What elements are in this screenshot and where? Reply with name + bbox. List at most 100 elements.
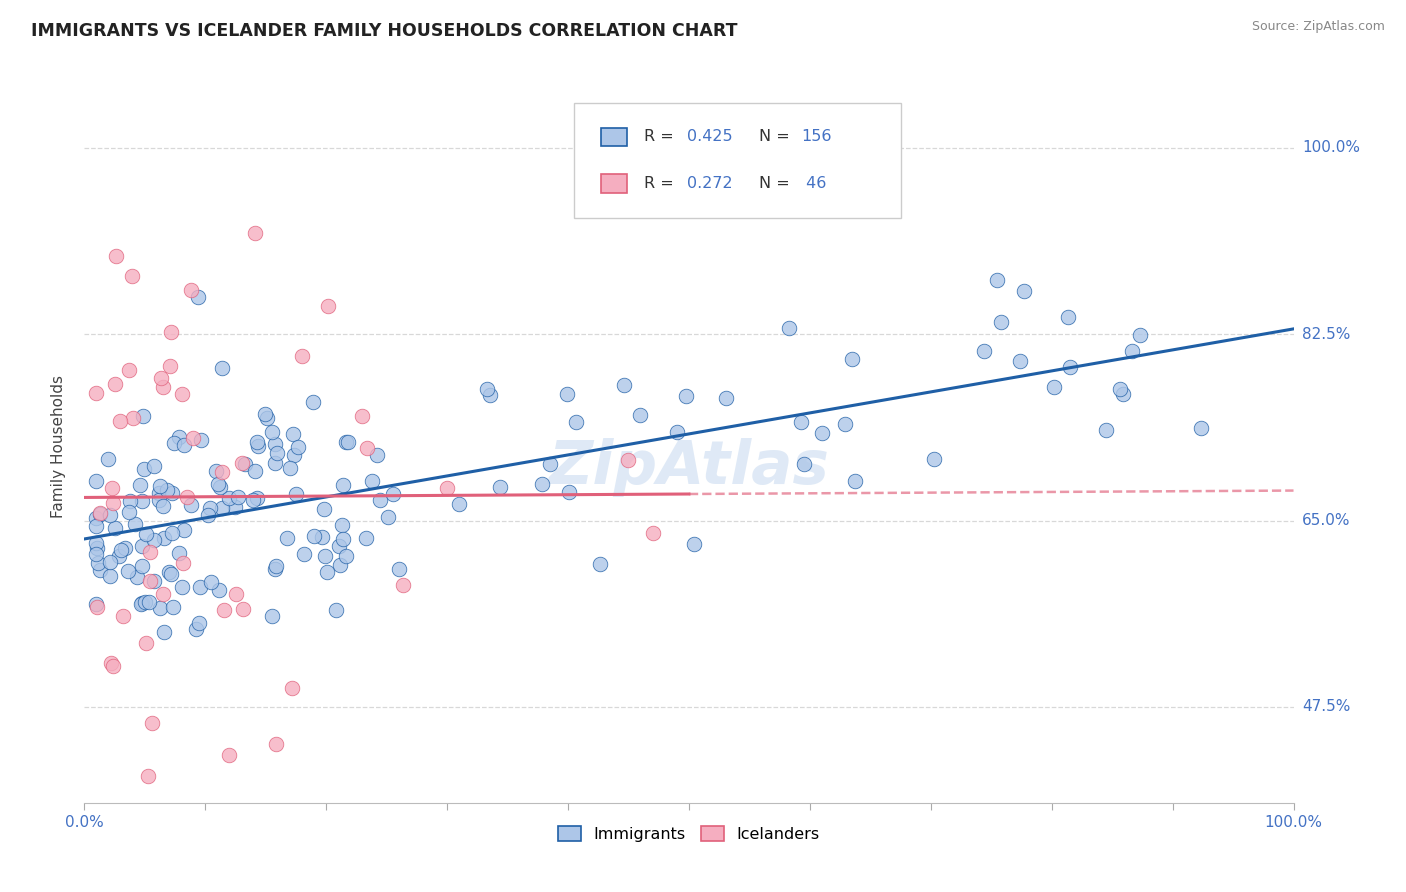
Point <box>118 505 141 519</box>
Point <box>793 457 815 471</box>
Point <box>86 599 108 614</box>
Point <box>135 636 157 650</box>
Point <box>302 395 325 409</box>
Point <box>489 480 512 494</box>
Point <box>922 451 945 466</box>
Point <box>1043 380 1066 394</box>
Point <box>218 747 240 762</box>
Point <box>134 595 156 609</box>
Point <box>89 564 111 578</box>
Text: 46: 46 <box>801 177 827 192</box>
Point <box>226 490 249 504</box>
FancyBboxPatch shape <box>600 128 627 145</box>
Point <box>110 543 132 558</box>
Point <box>392 578 415 592</box>
Point <box>108 414 131 428</box>
Point <box>266 446 288 460</box>
Point <box>332 478 354 492</box>
Point <box>294 547 316 561</box>
Point <box>1109 382 1132 396</box>
Point <box>148 485 170 500</box>
Point <box>87 557 110 571</box>
Point <box>142 574 165 588</box>
Point <box>153 531 176 545</box>
Point <box>108 549 131 564</box>
Point <box>256 411 278 425</box>
Point <box>180 284 202 298</box>
Point <box>131 559 153 574</box>
Point <box>149 479 172 493</box>
Point <box>558 485 581 500</box>
Point <box>157 565 180 579</box>
Point <box>262 609 284 624</box>
Point <box>98 569 121 583</box>
Point <box>172 580 194 594</box>
Point <box>973 344 995 359</box>
Point <box>86 536 108 550</box>
Point <box>134 462 156 476</box>
Point <box>377 510 399 524</box>
Point <box>264 562 287 576</box>
Point <box>101 659 124 673</box>
Text: IMMIGRANTS VS ICELANDER FAMILY HOUSEHOLDS CORRELATION CHART: IMMIGRANTS VS ICELANDER FAMILY HOUSEHOLD… <box>31 22 737 40</box>
Point <box>136 769 159 783</box>
Point <box>207 477 229 491</box>
Y-axis label: Family Households: Family Households <box>51 375 66 517</box>
Text: R =: R = <box>644 129 679 145</box>
Point <box>330 518 353 533</box>
Point <box>565 415 588 429</box>
Point <box>1059 359 1081 374</box>
Point <box>152 587 174 601</box>
Point <box>100 657 122 671</box>
Point <box>253 407 276 421</box>
Point <box>388 562 411 576</box>
Point <box>683 537 706 551</box>
Point <box>184 622 207 636</box>
Point <box>112 608 135 623</box>
Point <box>291 350 314 364</box>
Point <box>368 493 391 508</box>
Point <box>211 360 233 375</box>
Point <box>100 508 122 523</box>
Point <box>278 461 301 475</box>
Point <box>328 539 350 553</box>
Point <box>86 386 108 401</box>
Point <box>131 539 153 553</box>
Point <box>118 363 141 377</box>
Point <box>478 388 501 402</box>
Point <box>138 574 160 588</box>
Point <box>188 615 211 630</box>
Point <box>131 596 153 610</box>
Point <box>613 378 636 392</box>
Point <box>243 226 266 240</box>
Point <box>173 524 195 538</box>
Point <box>232 602 254 616</box>
Point <box>617 452 640 467</box>
FancyBboxPatch shape <box>574 103 901 218</box>
Point <box>316 299 339 313</box>
Point <box>190 434 212 448</box>
Point <box>207 583 229 598</box>
Point <box>149 601 172 615</box>
Point <box>335 435 357 450</box>
Point <box>163 435 186 450</box>
Point <box>1057 310 1080 325</box>
Legend: Immigrants, Icelanders: Immigrants, Icelanders <box>551 820 827 848</box>
Point <box>120 494 142 508</box>
Point <box>167 546 190 560</box>
Point <box>665 425 688 440</box>
Point <box>1012 284 1035 298</box>
Point <box>198 500 221 515</box>
Point <box>160 567 183 582</box>
Point <box>124 516 146 531</box>
Point <box>173 438 195 452</box>
Point <box>246 435 269 450</box>
Point <box>105 249 128 263</box>
Point <box>475 383 498 397</box>
Text: 47.5%: 47.5% <box>1302 699 1350 714</box>
Point <box>205 464 228 478</box>
Point <box>143 458 166 473</box>
Text: ZipAtlas: ZipAtlas <box>548 438 830 497</box>
Point <box>159 359 181 373</box>
Point <box>337 435 360 450</box>
